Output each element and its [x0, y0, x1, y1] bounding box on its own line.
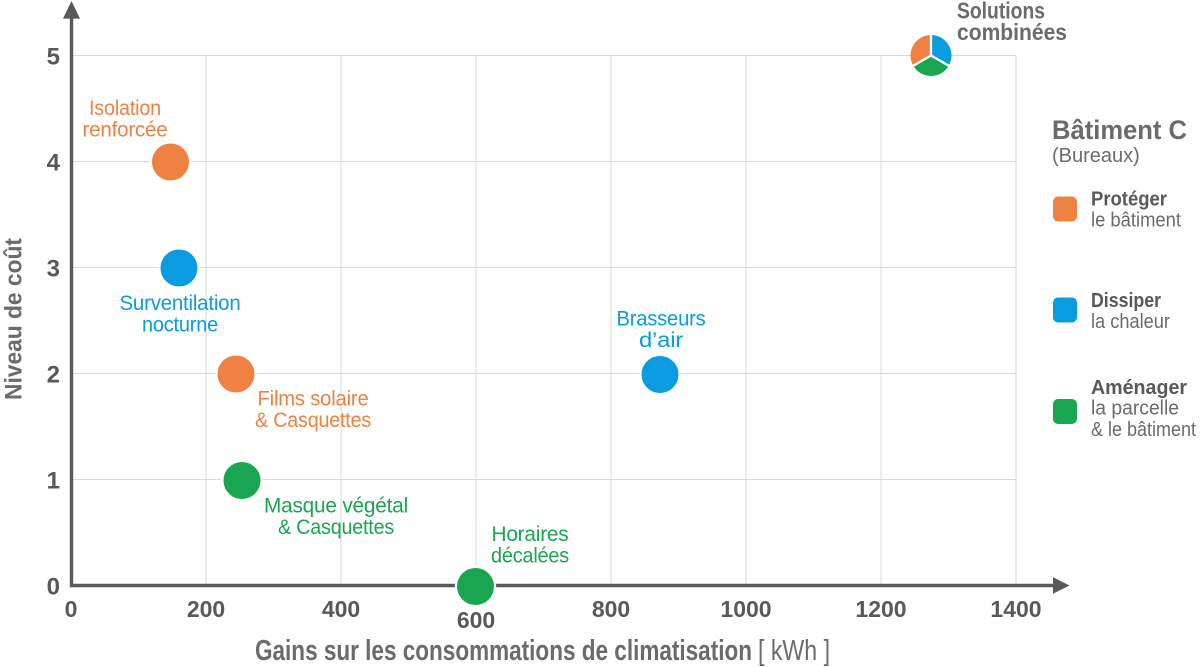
svg-text:600: 600 [457, 607, 495, 633]
svg-text:& le bâtiment: & le bâtiment [1091, 419, 1196, 441]
svg-text:3: 3 [47, 256, 60, 283]
svg-text:& Casquettes: & Casquettes [278, 516, 394, 539]
svg-text:Brasseurs: Brasseurs [617, 308, 706, 331]
svg-text:Surventilation: Surventilation [120, 292, 241, 315]
svg-text:Solutions: Solutions [957, 0, 1045, 24]
svg-text:Bâtiment C: Bâtiment C [1052, 115, 1187, 145]
svg-text:décalées: décalées [491, 545, 569, 568]
svg-text:Dissiper: Dissiper [1091, 290, 1161, 312]
svg-text:1200: 1200 [855, 596, 906, 622]
svg-text:(Bureaux): (Bureaux) [1052, 145, 1140, 167]
svg-text:la chaleur: la chaleur [1091, 311, 1170, 333]
svg-text:5: 5 [47, 44, 60, 71]
svg-text:1: 1 [47, 468, 60, 495]
svg-text:1000: 1000 [720, 596, 771, 622]
svg-text:0: 0 [47, 574, 60, 601]
svg-text:2: 2 [47, 362, 60, 389]
svg-text:0: 0 [65, 596, 78, 622]
svg-text:nocturne: nocturne [142, 314, 218, 337]
svg-text:4: 4 [47, 150, 61, 177]
svg-text:200: 200 [187, 596, 225, 622]
svg-text:Masque végétal: Masque végétal [264, 495, 408, 518]
svg-text:Gains sur les consommations de: Gains sur les consommations de climatisa… [255, 635, 752, 667]
svg-text:Aménager: Aménager [1091, 377, 1187, 399]
svg-text:le bâtiment: le bâtiment [1091, 210, 1181, 232]
svg-text:combinées: combinées [957, 19, 1067, 45]
svg-text:Protéger: Protéger [1091, 189, 1167, 211]
svg-text:& Casquettes: & Casquettes [255, 409, 371, 432]
svg-text:[ kWh ]: [ kWh ] [758, 635, 830, 667]
svg-text:Films solaire: Films solaire [258, 388, 369, 411]
svg-text:800: 800 [592, 596, 630, 622]
svg-text:400: 400 [322, 596, 360, 622]
svg-text:1400: 1400 [990, 596, 1041, 622]
svg-text:d’air: d’air [639, 329, 683, 352]
svg-text:renforcée: renforcée [83, 119, 168, 142]
svg-text:Niveau de coût: Niveau de coût [1, 238, 28, 400]
svg-text:Horaires: Horaires [492, 523, 569, 546]
svg-text:la parcelle: la parcelle [1091, 398, 1179, 420]
svg-text:Isolation: Isolation [89, 97, 161, 120]
